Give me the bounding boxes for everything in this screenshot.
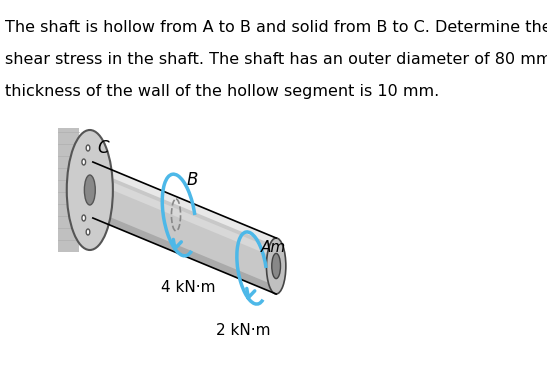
Ellipse shape — [82, 215, 85, 221]
Ellipse shape — [67, 130, 113, 250]
Ellipse shape — [86, 229, 90, 235]
Text: Am: Am — [261, 241, 286, 255]
Ellipse shape — [272, 254, 281, 279]
Polygon shape — [57, 128, 79, 252]
Polygon shape — [93, 210, 276, 294]
Text: C: C — [97, 139, 109, 157]
Text: shear stress in the shaft. The shaft has an outer diameter of 80 mm, and the: shear stress in the shaft. The shaft has… — [5, 52, 547, 67]
Ellipse shape — [82, 159, 85, 165]
Text: 2 kN·m: 2 kN·m — [216, 323, 270, 338]
Polygon shape — [93, 174, 276, 258]
Polygon shape — [93, 162, 276, 294]
Ellipse shape — [266, 238, 286, 294]
Text: B: B — [187, 171, 197, 189]
Text: The shaft is hollow from A to B and solid from B to C. Determine the maximum: The shaft is hollow from A to B and soli… — [5, 20, 547, 35]
Text: 4 kN·m: 4 kN·m — [161, 280, 216, 295]
Ellipse shape — [86, 145, 90, 151]
Polygon shape — [93, 162, 276, 246]
Text: thickness of the wall of the hollow segment is 10 mm.: thickness of the wall of the hollow segm… — [5, 84, 439, 99]
Ellipse shape — [84, 175, 95, 205]
